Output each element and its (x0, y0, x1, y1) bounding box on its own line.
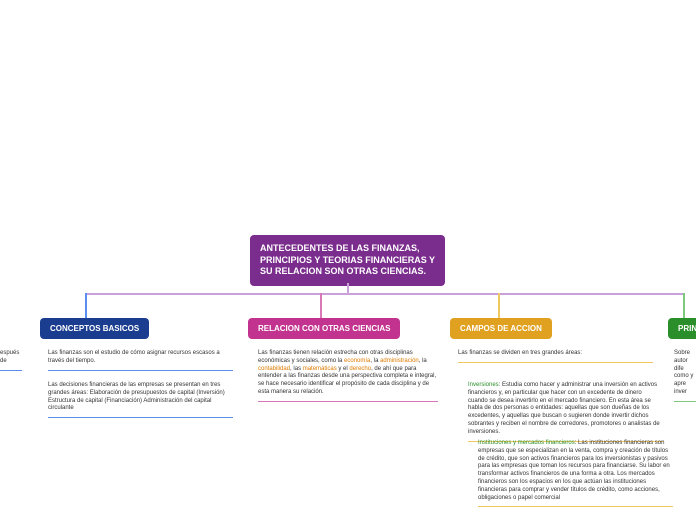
branch-text: Las decisiones financieras de las empres… (48, 382, 233, 418)
clipped-text: espués de (0, 350, 22, 371)
link-text[interactable]: derecho (349, 366, 371, 372)
link-text[interactable]: Instituciones y mercados financieros (478, 440, 575, 446)
branch-drop (498, 293, 500, 318)
link-text[interactable]: matemáticas (303, 366, 337, 372)
branch-node[interactable]: CONCEPTOS BASICOS (40, 318, 149, 339)
branch-drop (683, 293, 685, 318)
branch-text: Instituciones y mercados financieros: La… (478, 440, 673, 507)
root-drop (347, 283, 349, 293)
link-text[interactable]: economía (344, 358, 370, 364)
branch-drop (320, 293, 322, 318)
root-node: ANTECEDENTES DE LAS FINANZAS, PRINCIPIOS… (250, 235, 445, 286)
branch-text: Sobre autor dife como y apre inver (674, 350, 696, 402)
branch-text: Las finanzas tienen relación estrecha co… (258, 350, 438, 402)
main-connector (85, 293, 685, 295)
branch-node[interactable]: CAMPOS DE ACCION (450, 318, 552, 339)
branch-node[interactable]: PRIN (668, 318, 696, 339)
branch-text: Inversiones: Estudia como hacer y admini… (468, 382, 663, 442)
branch-text: Las finanzas son el estudio de cómo asig… (48, 350, 233, 371)
link-text[interactable]: contabilidad (258, 366, 290, 372)
branch-drop (85, 293, 87, 318)
link-text[interactable]: administración (380, 358, 419, 364)
branch-node[interactable]: RELACION CON OTRAS CIENCIAS (248, 318, 400, 339)
root-title: ANTECEDENTES DE LAS FINANZAS, PRINCIPIOS… (260, 243, 435, 276)
branch-text: Las finanzas se dividen en tres grandes … (458, 350, 653, 363)
link-text[interactable]: Inversiones (468, 382, 499, 388)
